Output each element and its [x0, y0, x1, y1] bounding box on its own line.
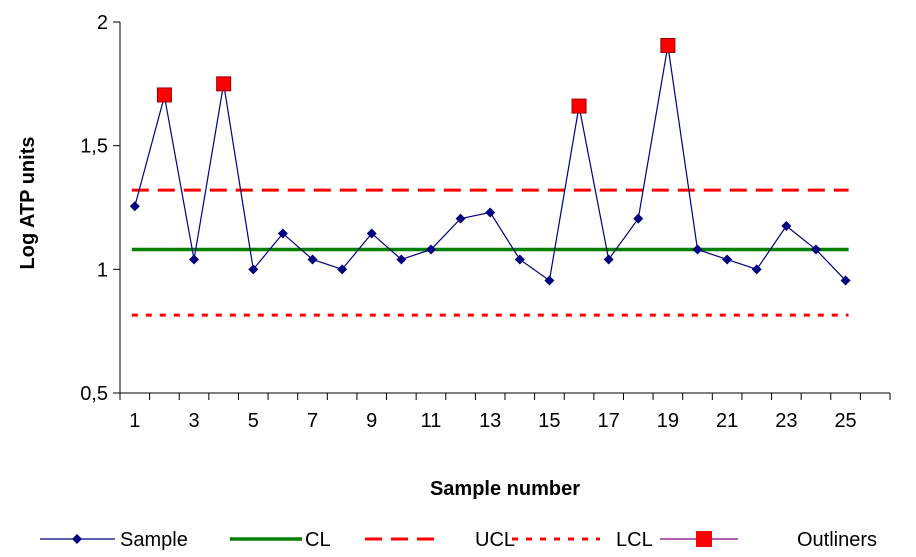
- sample-point: [189, 254, 200, 265]
- y-tick-label: 0,5: [80, 383, 108, 405]
- y-tick-label: 1,5: [80, 136, 108, 158]
- sample-point: [603, 254, 614, 265]
- sample-series-line: [134, 45, 847, 282]
- y-tick-label: 2: [97, 12, 108, 34]
- outlier-marker: [660, 37, 676, 53]
- sample-point: [307, 254, 318, 265]
- sample-point: [781, 221, 792, 232]
- sample-point: [248, 264, 259, 275]
- sample-point: [396, 254, 407, 265]
- outlier-marker: [156, 87, 172, 103]
- x-tick-label: 3: [188, 410, 199, 432]
- x-tick-label: 15: [538, 410, 560, 432]
- x-tick-label: 21: [716, 410, 738, 432]
- sample-point: [455, 213, 466, 224]
- x-tick-label: 17: [598, 410, 620, 432]
- sample-point: [514, 254, 525, 265]
- sample-point: [544, 275, 555, 286]
- x-tick-label: 11: [421, 410, 442, 432]
- sample-point: [485, 207, 496, 218]
- y-axis-title: Log ATP units: [17, 137, 39, 270]
- x-axis-title: Sample number: [430, 478, 580, 500]
- y-tick-label: 1: [97, 259, 108, 281]
- sample-point: [129, 201, 140, 212]
- sample-point: [722, 254, 733, 265]
- x-tick-label: 5: [248, 410, 259, 432]
- x-tick-label: 23: [775, 410, 797, 432]
- legend-sample-marker: [72, 534, 82, 544]
- legend-label-ucl: UCL: [475, 529, 515, 551]
- legend-outliners-marker: [696, 531, 712, 547]
- sample-point: [337, 264, 348, 275]
- x-tick-label: 1: [129, 410, 140, 432]
- plot-area: 0,511,521 3 5 7 9 11 13 15 17 19 21 23 25: [80, 12, 891, 432]
- outlier-marker: [571, 98, 587, 114]
- legend-label-lcl: LCL: [616, 529, 653, 551]
- sample-point: [277, 228, 288, 239]
- outlier-marker: [216, 76, 232, 92]
- sample-point: [633, 213, 644, 224]
- x-tick-label: 7: [307, 410, 318, 432]
- legend-label-sample: Sample: [120, 529, 188, 551]
- x-tick-label: 19: [657, 410, 679, 432]
- sample-point: [692, 244, 703, 255]
- x-tick-label: 13: [479, 410, 501, 432]
- legend-label-cl: CL: [305, 529, 331, 551]
- sample-point: [810, 244, 821, 255]
- x-tick-label: 25: [834, 410, 856, 432]
- sample-point: [366, 228, 377, 239]
- sample-point: [751, 264, 762, 275]
- sample-point: [840, 275, 851, 286]
- legend: Sample CL UCL LCL Outliners: [40, 529, 877, 551]
- sample-point: [425, 244, 436, 255]
- legend-label-outliners: Outliners: [797, 529, 877, 551]
- x-tick-label: 9: [366, 410, 377, 432]
